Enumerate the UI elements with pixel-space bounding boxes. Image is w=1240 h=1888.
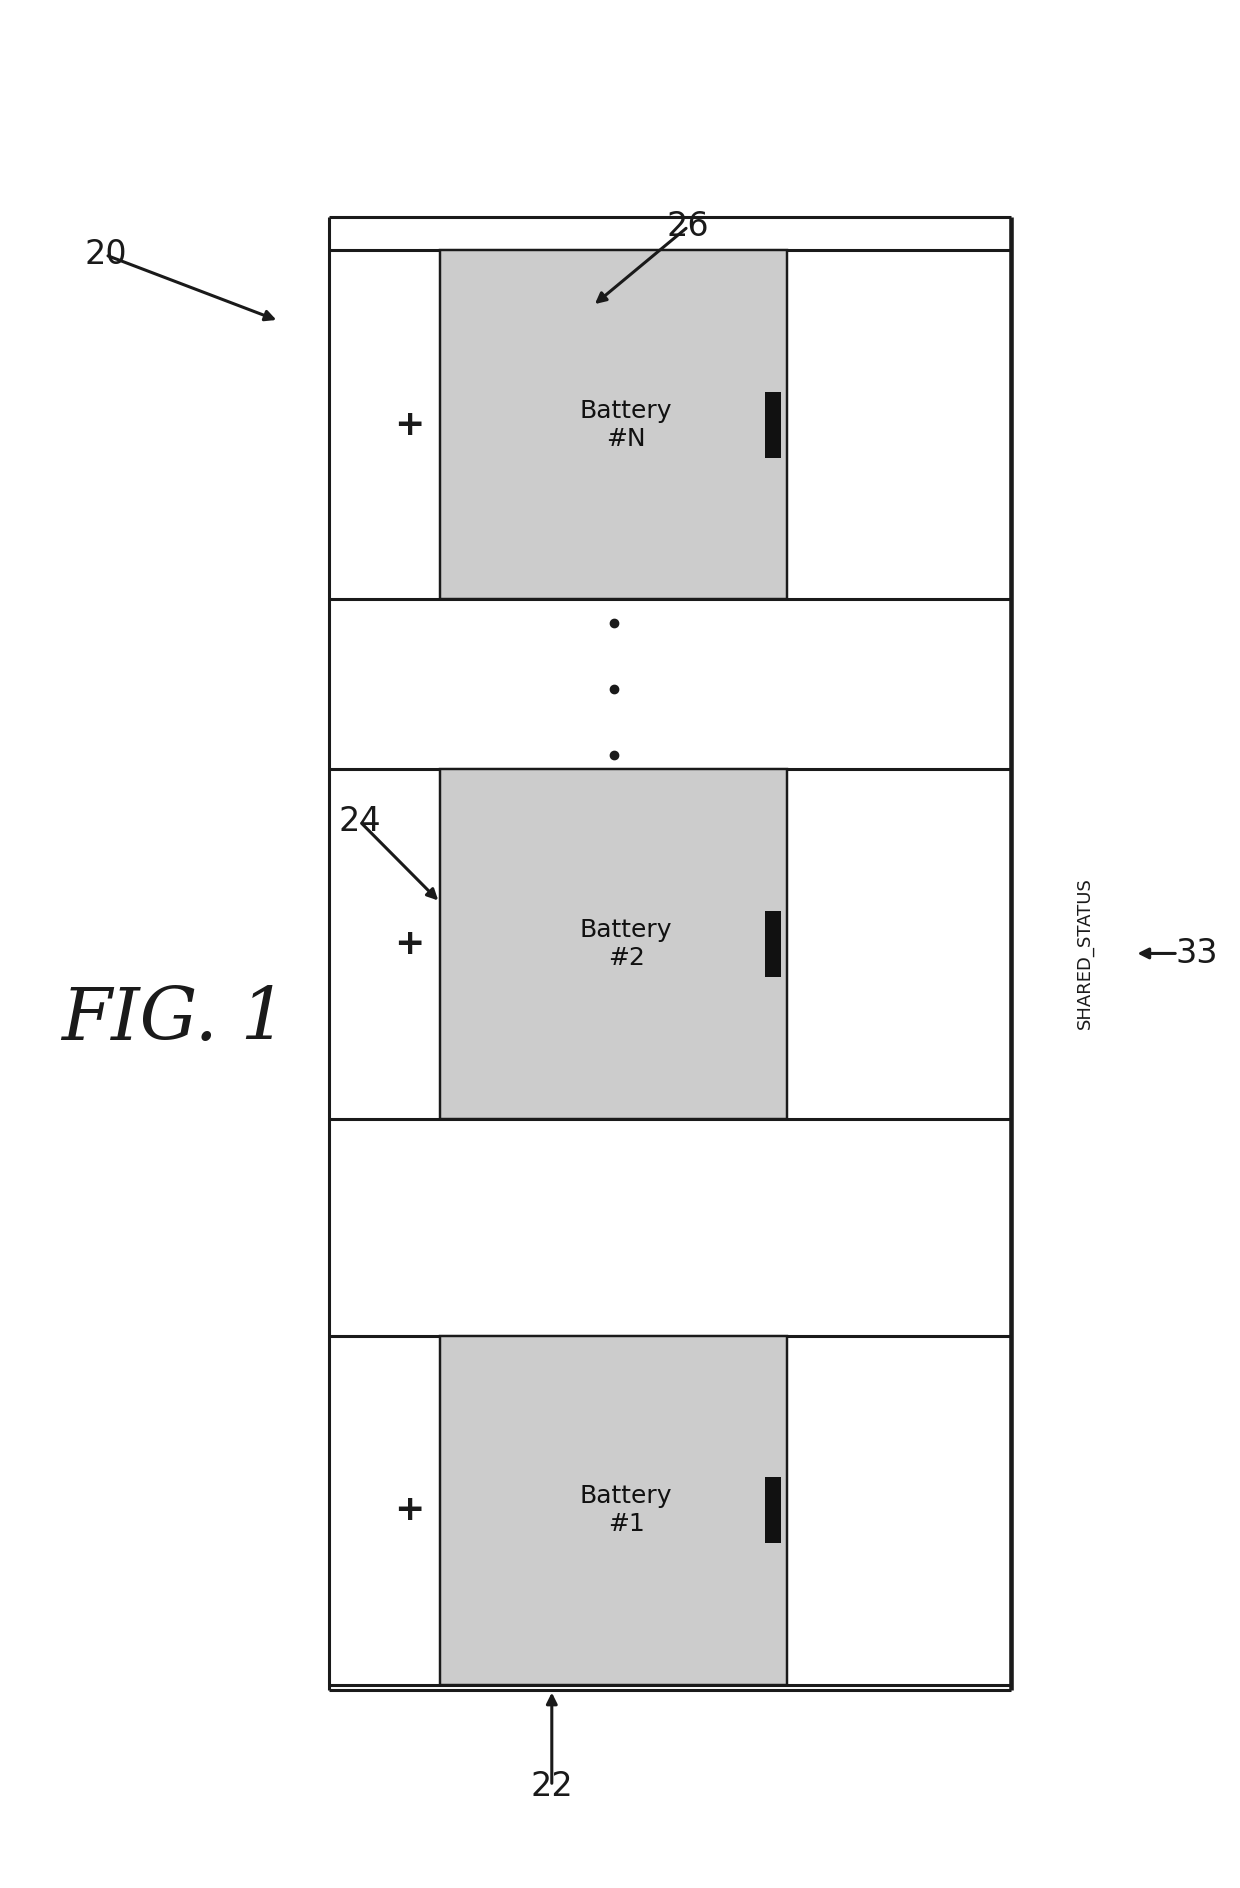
Text: +: + (394, 408, 424, 442)
Text: Battery
#2: Battery #2 (580, 918, 672, 970)
Text: 22: 22 (531, 1769, 573, 1803)
Bar (440, 251, 787, 600)
Text: +: + (394, 927, 424, 961)
Bar (765, 912, 781, 978)
Text: Battery
#1: Battery #1 (580, 1484, 672, 1537)
Text: FIG. 1: FIG. 1 (61, 984, 286, 1055)
Text: 24: 24 (339, 804, 381, 838)
Bar (440, 770, 787, 1118)
Text: 33: 33 (1176, 936, 1218, 970)
Text: +: + (394, 1493, 424, 1527)
Text: Battery
#N: Battery #N (580, 398, 672, 451)
Bar (440, 1337, 787, 1684)
Bar (765, 391, 781, 457)
Bar (765, 1476, 781, 1544)
Text: 20: 20 (84, 238, 126, 272)
Text: SHARED_STATUS: SHARED_STATUS (1076, 878, 1094, 1029)
Text: 26: 26 (667, 210, 709, 244)
